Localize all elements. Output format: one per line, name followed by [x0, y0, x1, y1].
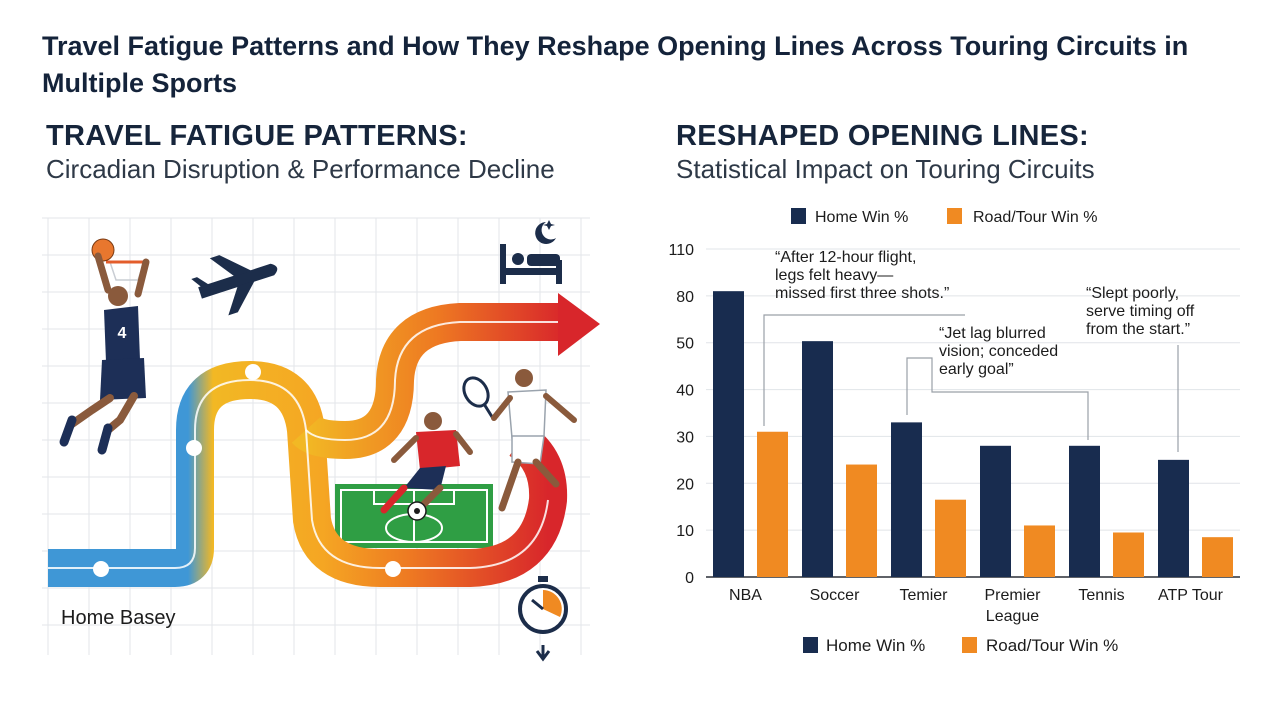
annotation-leader-line: [906, 357, 1089, 440]
bar-home-win: [802, 341, 833, 577]
path-arrowhead: [558, 293, 600, 356]
chart-gridlines: [706, 248, 1240, 578]
x-tick-label: League: [986, 608, 1039, 625]
right-panel-heading: RESHAPED OPENING LINES:: [676, 120, 1089, 152]
annotation-quote: legs felt heavy—: [775, 267, 893, 284]
bar-road-win: [846, 464, 877, 577]
travel-fatigue-illustration: 4: [42, 217, 600, 662]
annotation-quote: “Jet lag blurred: [939, 325, 1046, 342]
legend-swatch: [947, 208, 962, 224]
bar-road-win: [1113, 532, 1144, 577]
y-tick-label: 20: [676, 476, 694, 493]
annotation-quote: vision; conceded: [939, 343, 1058, 360]
tennis-racket-icon: [462, 376, 496, 421]
chart-legends: Home Win % Road/Tour Win % Home Win % Road/…: [791, 208, 1118, 655]
annotation-quote: serve timing off: [1086, 303, 1195, 320]
legend-swatch: [791, 208, 806, 224]
bed-icon: [500, 244, 562, 284]
annotation-quote: early goal”: [939, 361, 1014, 378]
home-base-label: Home Basey: [61, 607, 176, 629]
legend-label: Road/Tour Win %: [973, 209, 1098, 226]
left-panel-subheading: Circadian Disruption & Performance Decli…: [46, 154, 555, 184]
moon-icon: [535, 220, 556, 244]
left-panel-heading: TRAVEL FATIGUE PATTERNS:: [46, 120, 468, 152]
y-tick-label: 10: [676, 523, 694, 540]
airplane-icon: [191, 255, 278, 316]
bar-home-win: [1158, 459, 1189, 577]
basketball-player: 4: [59, 238, 150, 455]
annotation-leader-line: [763, 314, 965, 426]
win-percentage-bar-chart: 0 10 20 30 40 50 80 110 NBA Soccer Temier Premier L…: [668, 208, 1240, 655]
y-tick-label: 40: [676, 383, 694, 400]
bar-home-win: [713, 291, 744, 577]
annotation-quote: missed first three shots.”: [775, 285, 949, 302]
bar-road-win: [757, 431, 788, 577]
bar-road-win: [1024, 525, 1055, 577]
path-waypoints: [93, 364, 401, 577]
x-axis-ticks: NBA Soccer Temier Premier League Tennis ATP To…: [729, 587, 1224, 625]
x-tick-label: Temier: [899, 587, 948, 604]
chart-bars: [713, 291, 1233, 577]
travel-path: [48, 303, 568, 587]
y-tick-label: 30: [676, 429, 694, 446]
x-tick-label: Premier: [984, 587, 1041, 604]
jersey-number: 4: [118, 325, 127, 342]
legend-label: Home Win %: [826, 636, 925, 655]
tennis-player: [462, 369, 577, 512]
y-axis-ticks: 0 10 20 30 40 50 80 110: [668, 242, 694, 587]
x-tick-label: Soccer: [810, 587, 860, 604]
annotation-quote: “After 12-hour flight,: [775, 249, 916, 266]
legend-swatch: [803, 637, 818, 653]
bar-home-win: [980, 445, 1011, 577]
annotation-quote: “Slept poorly,: [1086, 285, 1179, 302]
y-tick-label: 110: [668, 242, 694, 259]
stopwatch-icon: [518, 576, 568, 662]
legend-label: Home Win %: [815, 209, 908, 226]
x-tick-label: NBA: [729, 587, 762, 604]
legend-label: Road/Tour Win %: [986, 636, 1118, 655]
y-tick-label: 0: [685, 570, 694, 587]
bar-road-win: [935, 499, 966, 577]
bar-home-win: [1069, 445, 1100, 577]
bar-home-win: [891, 422, 922, 577]
x-tick-label: ATP Tour: [1158, 587, 1224, 604]
y-tick-label: 50: [676, 336, 694, 353]
page-title: Travel Fatigue Patterns and How They Res…: [42, 31, 1189, 98]
soccer-player: [380, 412, 473, 521]
chart-annotations: “After 12-hour flight,legs felt heavy—mi…: [763, 249, 1195, 452]
annotation-quote: from the start.”: [1086, 321, 1190, 338]
y-tick-label: 80: [676, 289, 694, 306]
x-tick-label: Tennis: [1078, 587, 1124, 604]
bar-road-win: [1202, 537, 1233, 577]
right-panel-subheading: Statistical Impact on Touring Circuits: [676, 154, 1095, 184]
legend-swatch: [962, 637, 977, 653]
